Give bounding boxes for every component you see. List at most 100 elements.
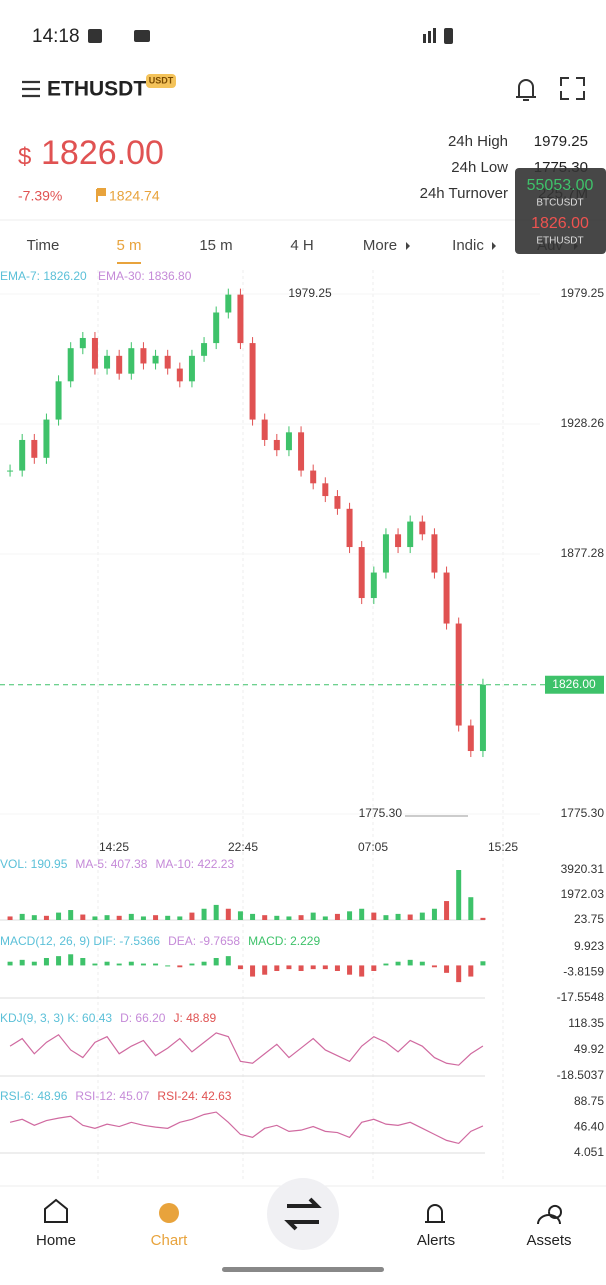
indicator-bar: [419, 912, 425, 920]
candle: [79, 337, 86, 349]
tab[interactable]: Time: [27, 237, 60, 254]
menu-icon[interactable]: [22, 80, 40, 98]
bell-icon[interactable]: [516, 79, 536, 101]
tab[interactable]: 4 H: [290, 237, 313, 254]
candle: [334, 496, 341, 509]
y-tick-label: 1877.28: [561, 546, 605, 560]
change: -7.39%: [18, 188, 62, 204]
panel-legend: KDJ(9, 3, 3) K: 60.43: [0, 1011, 112, 1025]
panel-legend: VOL: 190.95: [0, 857, 68, 871]
mark-price: 1824.74: [109, 188, 160, 204]
candle: [104, 355, 111, 369]
fullscreen-icon[interactable]: [560, 77, 585, 100]
indicator-bar: [456, 965, 462, 983]
indicator-bar: [104, 915, 110, 920]
indicator-bar: [104, 961, 110, 966]
indicator-bar: [383, 963, 389, 966]
y-tick-label: 1972.03: [561, 887, 605, 901]
indicator-bar: [310, 912, 316, 920]
indicator-bar: [140, 916, 146, 920]
tab[interactable]: More: [363, 237, 397, 254]
home-indicator: [222, 1267, 384, 1272]
indicator-bar: [56, 956, 62, 966]
indicator-bar: [225, 956, 231, 966]
indicator-bar: [68, 910, 74, 920]
indicator-bar: [371, 965, 377, 971]
candle: [358, 547, 365, 599]
indicator-bar: [128, 961, 134, 966]
candle: [467, 725, 474, 752]
current-box: [545, 675, 604, 694]
overlay-bg: [515, 168, 606, 254]
panel-legend: MA-10: 422.23: [155, 857, 234, 871]
tab-caret: [406, 242, 410, 250]
indicator-bar: [80, 914, 86, 920]
swap-button[interactable]: [267, 1178, 339, 1250]
panel-legend: MACD(12, 26, 9) DIF: -7.5366: [0, 934, 160, 948]
symbol[interactable]: ETHUSDT: [47, 78, 146, 101]
indicator-bar: [165, 965, 171, 967]
indicator-bar: [92, 963, 98, 966]
indicator-bar: [92, 916, 98, 920]
candle: [213, 312, 220, 344]
indicator-bar: [68, 954, 74, 966]
overlay-price: 55053.00: [527, 177, 594, 194]
currency: $: [18, 143, 31, 170]
time-label: 15:25: [488, 840, 518, 854]
tab[interactable]: 5 m: [116, 237, 141, 254]
candle: [407, 521, 414, 548]
indicator-bar: [468, 897, 474, 920]
overlay-symbol: BTCUSDT: [536, 198, 583, 209]
badge: USDT: [149, 75, 174, 85]
indicator-bar: [395, 961, 401, 966]
candle: [116, 355, 123, 374]
indicator-bar: [80, 957, 86, 966]
candle: [322, 483, 329, 497]
indicator-bar: [128, 913, 134, 920]
indicator-bar: [153, 915, 159, 920]
candle: [419, 521, 426, 535]
indicator-bar: [250, 913, 256, 920]
indicator-bar: [19, 913, 25, 920]
indicator-bar: [456, 870, 462, 920]
stat-label: 24h Turnover: [420, 185, 508, 202]
indicator-bar: [347, 911, 353, 920]
panel-legend: RSI-24: 42.63: [157, 1089, 231, 1103]
candle: [31, 439, 38, 458]
indicator-bar: [189, 963, 195, 966]
indicator-bar: [19, 959, 25, 966]
time-label: 22:45: [228, 840, 258, 854]
panel-legend: MACD: 2.229: [248, 934, 320, 948]
candle: [273, 439, 280, 451]
indicator-bar: [431, 965, 437, 968]
candle: [431, 534, 438, 573]
indicator-bar: [286, 965, 292, 970]
nav-label[interactable]: Alerts: [417, 1232, 455, 1249]
nav-label[interactable]: Chart: [151, 1232, 189, 1249]
indicator-bar: [7, 961, 13, 966]
indicator-bar: [322, 965, 328, 970]
indicator-bar: [262, 915, 268, 920]
nav-label[interactable]: Assets: [526, 1232, 571, 1249]
panel-legend: D: 66.20: [120, 1011, 166, 1025]
indicator-bar: [153, 963, 159, 966]
time-label: 14:25: [99, 840, 129, 854]
indicator-bar: [383, 915, 389, 920]
indicator-bar: [298, 965, 304, 971]
indicator-bar: [140, 963, 146, 966]
indicator-bar: [274, 965, 280, 971]
candle: [310, 470, 317, 484]
tab[interactable]: 15 m: [199, 237, 232, 254]
tab-underline: [117, 262, 141, 264]
ema-legend: EMA-7: 1826.20: [0, 269, 87, 283]
candle: [395, 534, 402, 548]
y-tick-label: 23.75: [574, 912, 604, 926]
indicator-bar: [31, 961, 37, 966]
nav-label[interactable]: Home: [36, 1232, 76, 1249]
candle: [382, 534, 389, 573]
indicator-bar: [431, 908, 437, 920]
flag-icon: [96, 188, 106, 202]
candle: [443, 572, 450, 624]
tab[interactable]: Indic: [452, 237, 484, 254]
